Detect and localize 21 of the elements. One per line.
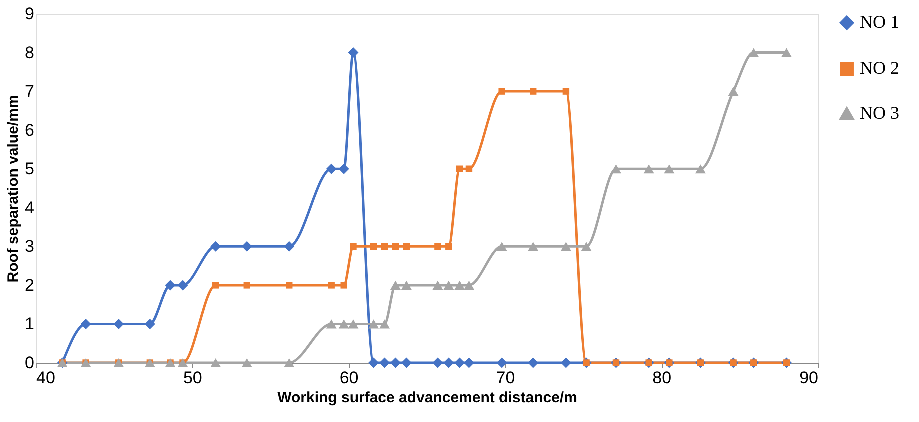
y-tick-label: 0 <box>25 354 34 372</box>
legend-label: NO 1 <box>860 12 900 32</box>
x-axis-title: Working surface advancement distance/m <box>278 390 578 406</box>
y-tick-label: 6 <box>25 120 34 140</box>
y-tick-label: 9 <box>25 4 34 24</box>
x-tick-label: 80 <box>652 368 672 388</box>
legend-label: NO 3 <box>860 103 900 123</box>
x-tick-label: 40 <box>36 368 56 388</box>
y-tick-label: 5 <box>25 160 34 179</box>
y-tick-label: 8 <box>25 43 34 62</box>
y-tick-label: 3 <box>25 237 34 256</box>
x-tick-label: 70 <box>496 368 516 388</box>
y-tick-label: 4 <box>25 198 34 218</box>
y-tick-label: 1 <box>25 314 34 334</box>
y-tick-label: 2 <box>25 276 34 295</box>
y-tick-label: 7 <box>25 82 34 102</box>
x-tick-label: 90 <box>800 368 818 388</box>
legend-label: NO 2 <box>860 58 900 78</box>
x-tick-label: 50 <box>183 368 202 388</box>
y-axis-title: Roof separation value/mm <box>5 95 22 283</box>
x-tick-label: 60 <box>340 368 359 388</box>
